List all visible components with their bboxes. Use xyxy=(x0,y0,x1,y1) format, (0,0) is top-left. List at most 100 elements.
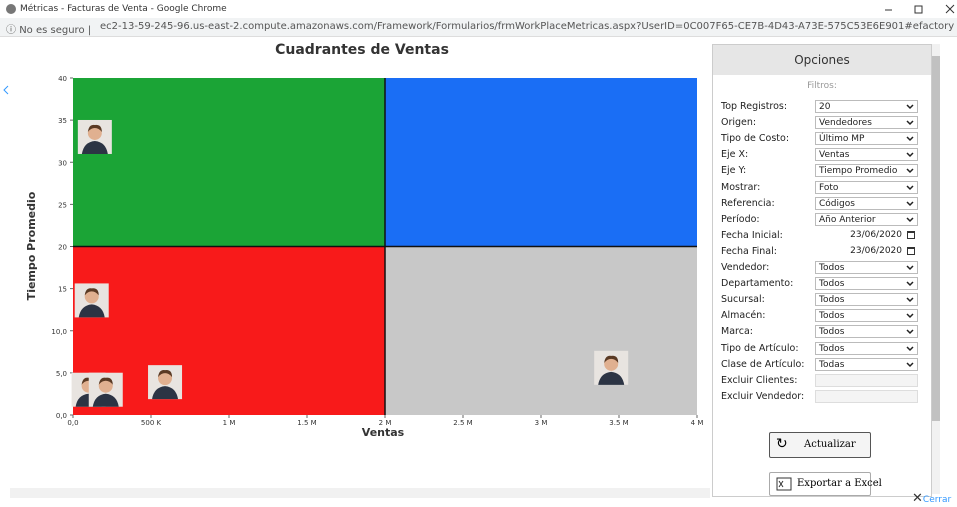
filter-select[interactable]: Todos xyxy=(815,325,918,338)
filter-select[interactable]: Códigos xyxy=(815,197,918,210)
filter-value: 20 xyxy=(819,102,830,112)
y-tick-label: 25 xyxy=(58,201,67,209)
calendar-icon xyxy=(907,231,915,239)
close-link[interactable]: ✕Cerrar xyxy=(912,491,951,506)
y-tick-label: 15 xyxy=(58,286,67,294)
panel-title: Opciones xyxy=(713,45,931,75)
filter-value: Vendedores xyxy=(819,118,872,128)
y-tick-label: 30 xyxy=(58,159,67,167)
dropdown-icon xyxy=(906,296,914,304)
x-tick-label: 1 M xyxy=(223,419,236,427)
export-label: Exportar a Excel xyxy=(797,478,882,489)
filter-label: Excluir Clientes: xyxy=(721,375,797,386)
y-tick-label: 35 xyxy=(58,117,67,125)
chrome-icon xyxy=(5,3,17,15)
section-label: Filtros: xyxy=(713,81,931,91)
dropdown-icon xyxy=(906,167,914,175)
filter-row: Excluir Vendedor: xyxy=(721,390,921,404)
filter-select[interactable]: Todos xyxy=(815,342,918,355)
filter-row: Marca: Todos xyxy=(721,325,921,339)
filter-row: Top Registros:20 xyxy=(721,100,921,114)
filter-select[interactable]: Todos xyxy=(815,293,918,306)
filter-select[interactable]: Tiempo Promedio xyxy=(815,164,918,177)
filter-value: Todos xyxy=(819,263,844,273)
filter-select[interactable]: Todos xyxy=(815,277,918,290)
filter-row: Período:Año Anterior xyxy=(721,213,921,227)
filter-value: Año Anterior xyxy=(819,215,876,225)
filter-date[interactable]: 23/06/2020 xyxy=(815,229,918,242)
excel-icon xyxy=(776,477,792,491)
filter-select[interactable]: Todos xyxy=(815,261,918,274)
filter-select[interactable]: 20 xyxy=(815,100,918,113)
x-tick-label: 1.5 M xyxy=(297,419,316,427)
h-scrollbar[interactable] xyxy=(10,488,710,498)
filter-select[interactable]: Vendedores xyxy=(815,116,918,129)
security-text: No es seguro xyxy=(19,25,84,36)
chart-title: Cuadrantes de Ventas xyxy=(275,42,449,58)
filter-label: Sucursal: xyxy=(721,294,765,305)
close-icon: ✕ xyxy=(912,491,923,506)
filter-select[interactable]: Último MP xyxy=(815,132,918,145)
filter-select[interactable]: Todas xyxy=(815,358,918,371)
filter-value: Ventas xyxy=(819,150,849,160)
screen: Métricas - Facturas de Venta - Google Ch… xyxy=(0,0,957,507)
filter-row: Fecha Final: 23/06/2020 xyxy=(721,245,921,259)
filter-label: Marca: xyxy=(721,326,753,337)
x-tick-label: 2.5 M xyxy=(453,419,472,427)
filter-row: Vendedor:Todos xyxy=(721,261,921,275)
window-controls[interactable] xyxy=(880,3,957,15)
security-label: ⓘ No es seguro | xyxy=(6,21,91,36)
filter-row: Departamento:Todos xyxy=(721,277,921,291)
address-bar[interactable]: ⓘ No es seguro | ec2-13-59-245-96.us-eas… xyxy=(0,18,957,37)
refresh-label: Actualizar xyxy=(804,439,856,450)
y-tick-label: 40 xyxy=(58,75,67,83)
refresh-icon: ↻ xyxy=(776,436,788,452)
filter-label: Mostrar: xyxy=(721,182,760,193)
photo-point xyxy=(89,373,123,407)
dropdown-icon xyxy=(906,361,914,369)
dropdown-icon xyxy=(906,280,914,288)
chart: Cuadrantes de Ventas Ventas Tiempo Prome… xyxy=(0,36,705,456)
filter-label: Referencia: xyxy=(721,198,775,209)
url: ec2-13-59-245-96.us-east-2.compute.amazo… xyxy=(100,21,954,32)
dropdown-icon xyxy=(906,135,914,143)
x-tick-label: 3 M xyxy=(535,419,548,427)
photo-point xyxy=(594,351,628,385)
dropdown-icon xyxy=(906,264,914,272)
quadrant-top-right xyxy=(385,78,697,247)
photo-point xyxy=(148,365,182,399)
filter-value: Todos xyxy=(819,344,844,354)
dropdown-icon xyxy=(906,345,914,353)
filter-row: Tipo de Artículo: Todos xyxy=(721,342,921,356)
filter-text[interactable] xyxy=(815,390,918,403)
filter-value: Todos xyxy=(819,279,844,289)
filter-label: Tipo de Costo: xyxy=(721,133,789,144)
window-title: Métricas - Facturas de Venta - Google Ch… xyxy=(20,4,227,14)
quadrant-bottom-right xyxy=(385,247,697,416)
filter-select[interactable]: Foto xyxy=(815,181,918,194)
filter-row: Clase de Artículo: Todas xyxy=(721,358,921,372)
dropdown-icon xyxy=(906,119,914,127)
filter-label: Clase de Artículo: xyxy=(721,359,804,370)
filter-label: Tipo de Artículo: xyxy=(721,343,799,354)
filter-row: Almacén:Todos xyxy=(721,309,921,323)
filter-row: Referencia: Códigos xyxy=(721,197,921,211)
y-tick-label: 10,0 xyxy=(51,328,67,336)
refresh-button[interactable]: ↻ Actualizar xyxy=(769,432,871,458)
calendar-icon xyxy=(907,247,915,255)
dropdown-icon xyxy=(906,151,914,159)
filter-select[interactable]: Ventas xyxy=(815,148,918,161)
filter-value: Todas xyxy=(819,360,844,370)
filter-select[interactable]: Todos xyxy=(815,309,918,322)
x-tick-label: 2 M xyxy=(379,419,392,427)
y-tick-label: 5,0 xyxy=(56,370,67,378)
filter-select[interactable]: Año Anterior xyxy=(815,213,918,226)
export-button[interactable]: Exportar a Excel xyxy=(769,472,871,496)
filter-row: Excluir Clientes: xyxy=(721,374,921,388)
filter-value: 23/06/2020 xyxy=(850,230,902,240)
filter-row: Tipo de Costo: Último MP xyxy=(721,132,921,146)
filter-text[interactable] xyxy=(815,374,918,387)
filter-label: Fecha Final: xyxy=(721,246,777,257)
x-tick-label: 0,0 xyxy=(67,419,78,427)
filter-date[interactable]: 23/06/2020 xyxy=(815,245,918,258)
